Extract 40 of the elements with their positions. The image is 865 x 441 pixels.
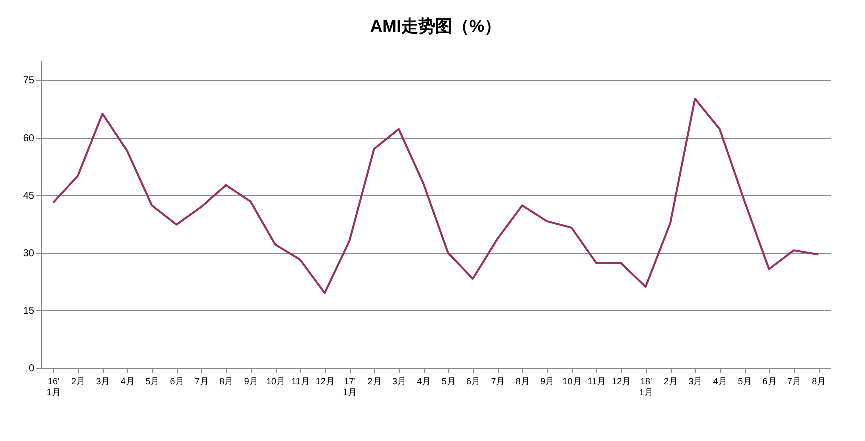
x-tick-label: 8月: [812, 376, 826, 386]
x-tick-label: 17' 1月: [343, 376, 358, 398]
x-tick-label: 6月: [762, 376, 777, 386]
x-tick-label: 18' 1月: [639, 376, 654, 398]
x-tick-label: 12月: [316, 376, 335, 386]
x-tick-label: 5月: [442, 376, 456, 386]
x-tick-label: 8月: [516, 376, 530, 386]
x-tick-label: 7月: [194, 376, 209, 386]
x-tick-label: 3月: [96, 376, 110, 386]
y-tick-label: 15: [23, 306, 35, 317]
y-tick-label: 30: [23, 248, 35, 260]
y-tick-label: 60: [23, 133, 35, 144]
y-tick-label: 45: [23, 190, 35, 202]
y-tick-label: 75: [23, 76, 35, 87]
x-tick-label: 4月: [417, 376, 432, 386]
x-tick-label: 5月: [146, 376, 160, 386]
x-tick-label: 4月: [120, 376, 135, 386]
x-tick-label: 6月: [466, 376, 481, 386]
x-tick-label: 9月: [540, 376, 555, 386]
x-tick-label: 2月: [72, 376, 86, 386]
x-tick-label: 11月: [292, 376, 310, 386]
x-tick-label: 5月: [738, 376, 752, 386]
x-tick-label: 10月: [266, 376, 286, 386]
x-tick-label: 7月: [787, 376, 802, 386]
x-tick-label: 10月: [562, 376, 582, 386]
x-tick-label: 7月: [491, 376, 506, 386]
x-tick-label: 3月: [688, 376, 703, 386]
x-tick-label: 4月: [713, 376, 728, 386]
x-tick-label: 11月: [588, 376, 606, 386]
x-tick-label: 16' 1月: [46, 376, 61, 398]
x-tick-label: 12月: [612, 376, 632, 386]
chart-title: AMI走势图（%）: [370, 17, 502, 36]
y-tick-label: 0: [28, 364, 35, 374]
x-tick-label: 2月: [664, 376, 678, 386]
x-tick-label: 3月: [392, 376, 406, 386]
x-tick-label: 8月: [220, 376, 234, 386]
line-series: [52, 98, 820, 294]
x-tick-label: 6月: [170, 376, 184, 386]
x-tick-label: 2月: [368, 376, 382, 386]
x-tick-label: 9月: [244, 376, 258, 386]
